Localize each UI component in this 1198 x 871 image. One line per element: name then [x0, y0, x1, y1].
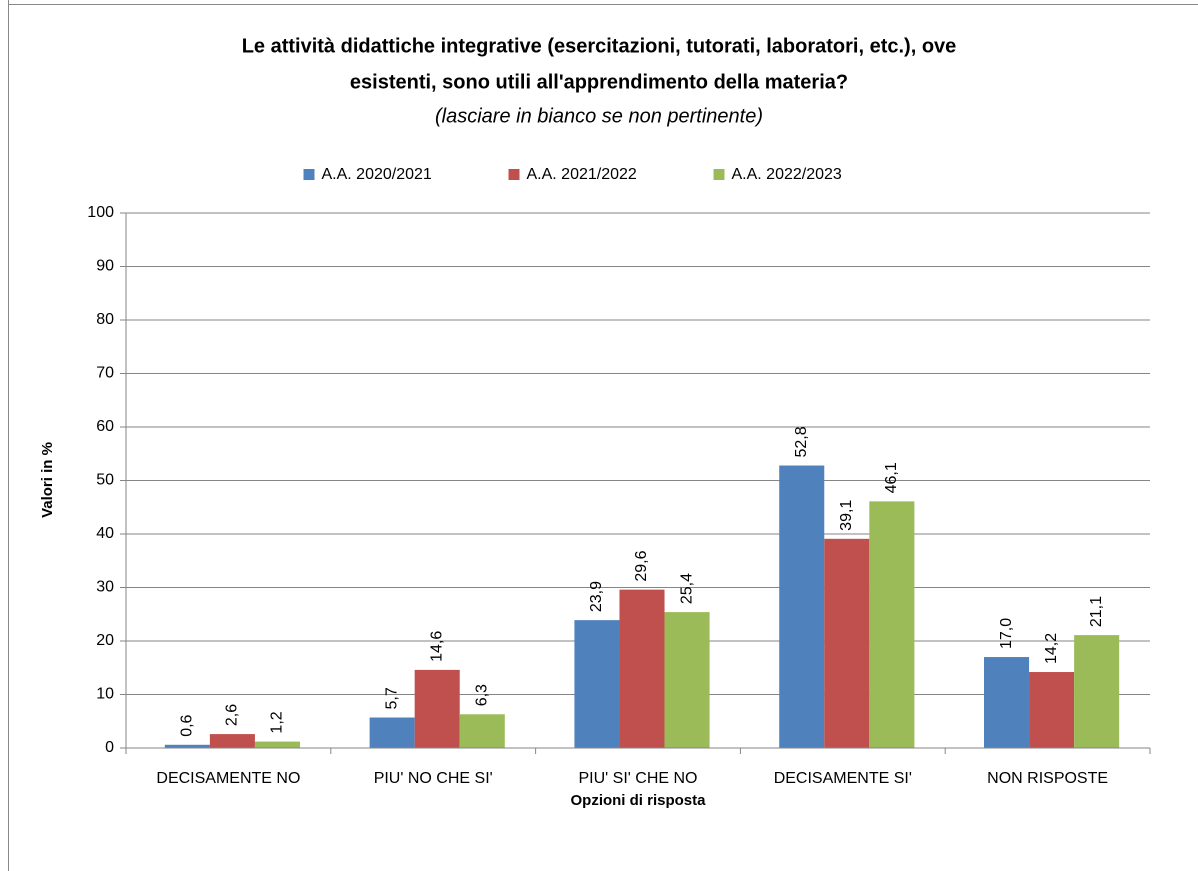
data-label: 52,8 [793, 426, 810, 457]
data-label: 1,2 [269, 711, 286, 733]
chart-subtitle: (lasciare in bianco se non pertinente) [435, 105, 763, 127]
bar [869, 501, 915, 748]
legend-label: A.A. 2022/2023 [732, 166, 842, 183]
data-label: 29,6 [633, 550, 650, 581]
y-tick-label: 40 [96, 525, 114, 542]
data-label: 46,1 [883, 462, 900, 493]
x-tick-label: DECISAMENTE NO [156, 770, 300, 787]
bar [619, 589, 665, 748]
bar [209, 734, 255, 748]
bar [574, 620, 620, 748]
y-tick-label: 80 [96, 311, 114, 328]
bar [164, 744, 210, 748]
y-tick-label: 20 [96, 632, 114, 649]
bar [664, 612, 710, 748]
data-label: 14,2 [1043, 633, 1060, 664]
chart-title: esistenti, sono utili all'apprendimento … [350, 71, 848, 93]
data-label: 21,1 [1088, 596, 1105, 627]
bar [824, 538, 870, 748]
bar [414, 669, 460, 748]
bar [369, 717, 415, 748]
bar [984, 657, 1030, 748]
bar [1074, 635, 1120, 748]
y-axis-title: Valori in % [39, 442, 56, 518]
y-tick-label: 100 [87, 204, 114, 221]
x-axis-title: Opzioni di risposta [570, 792, 706, 809]
legend-swatch [713, 169, 725, 180]
y-tick-label: 90 [96, 258, 114, 275]
data-label: 0,6 [179, 714, 196, 736]
data-label: 6,3 [473, 684, 490, 706]
data-label: 17,0 [998, 618, 1015, 649]
y-tick-label: 0 [105, 739, 114, 756]
legend-swatch [303, 169, 315, 180]
chart-title: Le attività didattiche integrative (eser… [242, 35, 957, 57]
bar [459, 714, 505, 748]
y-tick-label: 10 [96, 686, 114, 703]
legend-label: A.A. 2020/2021 [322, 166, 432, 183]
bar [1029, 672, 1075, 748]
data-label: 14,6 [428, 631, 445, 662]
x-tick-label: PIU' NO CHE SI' [374, 770, 493, 787]
data-label: 39,1 [838, 500, 855, 531]
x-tick-label: DECISAMENTE SI' [774, 770, 912, 787]
bar [779, 465, 825, 748]
x-tick-label: NON RISPOSTE [987, 770, 1108, 787]
x-tick-label: PIU' SI' CHE NO [578, 770, 697, 787]
legend-label: A.A. 2021/2022 [527, 166, 637, 183]
data-label: 25,4 [678, 573, 695, 604]
data-label: 5,7 [383, 687, 400, 709]
y-tick-label: 60 [96, 418, 114, 435]
y-tick-label: 50 [96, 472, 114, 489]
bar [254, 741, 300, 748]
y-tick-label: 70 [96, 365, 114, 382]
y-tick-label: 30 [96, 579, 114, 596]
legend-swatch [508, 169, 520, 180]
data-label: 2,6 [224, 704, 241, 726]
data-label: 23,9 [588, 581, 605, 612]
